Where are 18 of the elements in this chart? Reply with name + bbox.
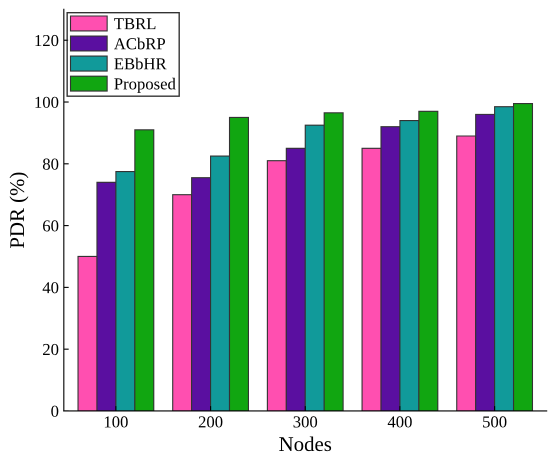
x-axis-title: Nodes — [279, 436, 332, 452]
legend-label: TBRL — [114, 18, 156, 30]
x-tick-label: 400 — [388, 416, 412, 428]
y-tick-label: 80 — [42, 158, 58, 170]
y-tick-label: 60 — [43, 220, 58, 232]
y-axis-title: PDR (%) — [10, 172, 28, 248]
y-tick-label: 120 — [35, 34, 58, 46]
legend-label: ACbRP — [114, 38, 166, 50]
legend-label: EBbHR — [114, 58, 167, 70]
y-tick-label: 40 — [42, 282, 58, 294]
legend-label: Proposed — [114, 78, 176, 93]
x-tick-label: 100 — [104, 416, 128, 428]
x-tick-label: 500 — [483, 416, 506, 428]
y-tick-label: 20 — [43, 344, 58, 356]
y-tick-label: 100 — [35, 96, 58, 108]
x-tick-label: 300 — [294, 416, 318, 428]
x-tick-label: 200 — [198, 416, 222, 428]
y-tick-label: 0 — [51, 406, 58, 417]
